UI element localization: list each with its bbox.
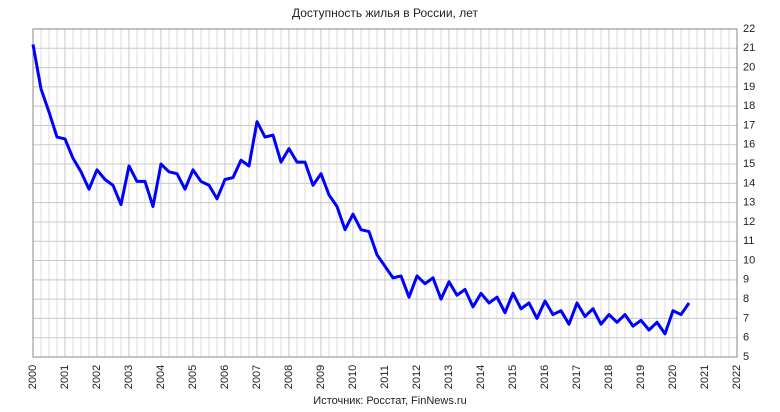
x-tick-label: 2007 <box>251 365 263 389</box>
y-tick-label: 17 <box>743 119 755 131</box>
y-tick-label: 16 <box>743 139 755 151</box>
y-tick-label: 9 <box>743 274 749 286</box>
y-tick-label: 6 <box>743 332 749 344</box>
y-tick-label: 20 <box>743 61 755 73</box>
y-tick-label: 12 <box>743 216 755 228</box>
x-tick-label: 2006 <box>219 365 231 389</box>
source-note: Источник: Росстат, FinNews.ru <box>313 395 466 407</box>
x-tick-label: 2021 <box>699 365 711 389</box>
x-tick-label: 2016 <box>539 365 551 389</box>
x-tick-label: 2020 <box>667 365 679 389</box>
y-tick-label: 13 <box>743 197 755 209</box>
x-tick-label: 2001 <box>59 365 71 389</box>
y-tick-label: 10 <box>743 254 755 266</box>
y-tick-label: 22 <box>743 23 755 35</box>
x-tick-label: 2017 <box>571 365 583 389</box>
x-tick-label: 2011 <box>379 365 391 389</box>
y-tick-label: 21 <box>743 42 755 54</box>
y-tick-label: 18 <box>743 100 755 112</box>
x-tick-label: 2014 <box>475 365 487 389</box>
x-tick-label: 2004 <box>155 365 167 389</box>
x-tick-label: 2012 <box>411 365 423 389</box>
y-tick-label: 7 <box>743 312 749 324</box>
x-tick-label: 2002 <box>91 365 103 389</box>
x-tick-label: 2018 <box>603 365 615 389</box>
y-tick-label: 5 <box>743 351 749 363</box>
y-tick-label: 15 <box>743 158 755 170</box>
x-tick-label: 2008 <box>283 365 295 389</box>
y-tick-label: 14 <box>743 177 755 189</box>
x-tick-label: 2003 <box>123 365 135 389</box>
x-tick-label: 2005 <box>187 365 199 389</box>
x-tick-label: 2022 <box>731 365 743 389</box>
x-tick-label: 2019 <box>635 365 647 389</box>
y-tick-label: 19 <box>743 81 755 93</box>
x-tick-label: 2000 <box>27 365 39 389</box>
x-tick-label: 2015 <box>507 365 519 389</box>
x-tick-label: 2009 <box>315 365 327 389</box>
x-tick-label: 2013 <box>443 365 455 389</box>
chart-title: Доступность жилья в России, лет <box>292 6 478 20</box>
plot-frame <box>32 28 738 358</box>
y-tick-label: 11 <box>743 235 754 247</box>
line-series <box>31 44 691 336</box>
y-tick-label: 8 <box>743 293 749 305</box>
x-tick-label: 2010 <box>347 365 359 389</box>
